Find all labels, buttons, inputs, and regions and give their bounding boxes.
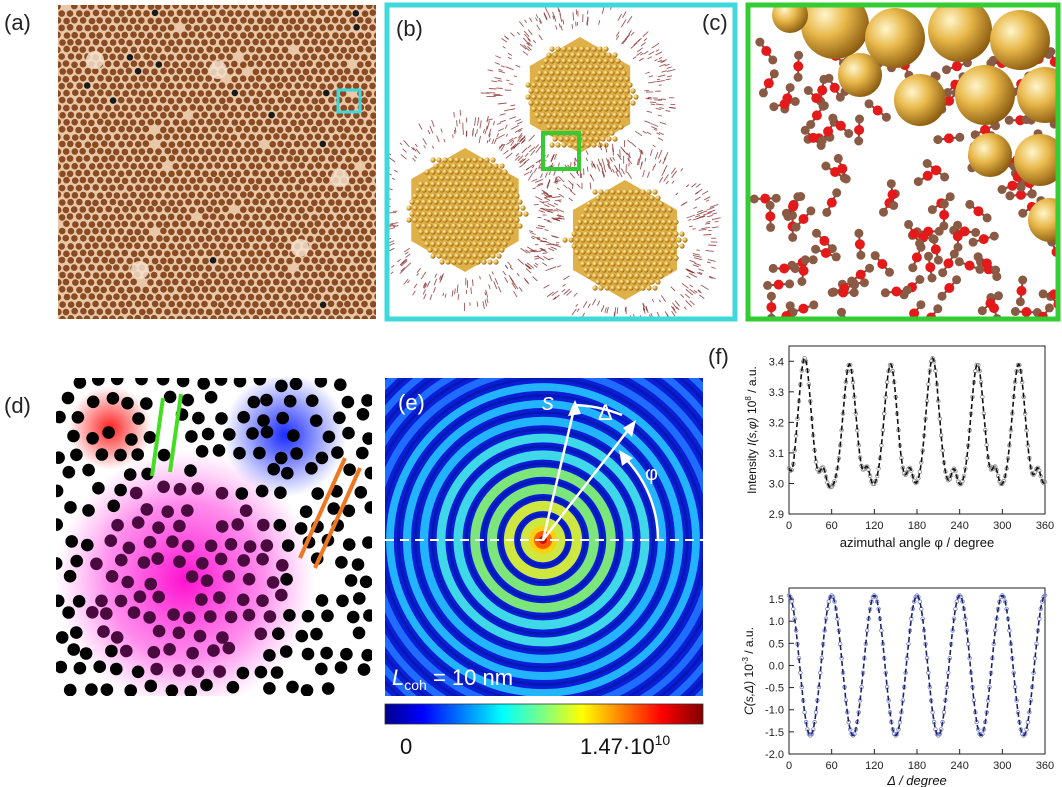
bottom-chart-ytick-label: -0.5 <box>765 683 784 695</box>
bottom-chart-data-point <box>917 599 922 604</box>
panel-e-s-label: s <box>542 389 554 416</box>
top-chart-ytick-label: 3.2 <box>769 417 784 429</box>
panel-e-label: (e) <box>398 390 425 415</box>
top-chart-ytick-label: 3.3 <box>769 387 784 399</box>
bottom-chart-data-point <box>1001 594 1006 600</box>
panel-b-green-marker <box>541 131 581 171</box>
bottom-chart-data-point <box>798 670 803 675</box>
bottom-chart-ytick-label: -2.0 <box>765 749 784 761</box>
bottom-chart-xtick-label: 180 <box>908 760 926 772</box>
bottom-chart-fit-line <box>788 594 1046 737</box>
bottom-chart-data-point <box>818 670 823 675</box>
top-chart-xtick-label: 120 <box>865 520 883 532</box>
panel-e-delta-arrow <box>542 424 633 541</box>
top-chart-xtick-label: 180 <box>908 520 926 532</box>
panel-f-label: (f) <box>708 344 729 369</box>
top-chart-ytick-label: 3.4 <box>769 356 784 368</box>
panel-b-cyan-frame <box>384 2 738 322</box>
top-chart-data-point <box>917 469 922 474</box>
bottom-chart-ytick-label: -1.0 <box>765 705 784 717</box>
panel-f-top-chart: 0 60 120 180 240 300 360 2.9 3.0 3.1 3.2 3.3 3.4 azim… <box>744 345 1054 550</box>
panel-e-s-arrowhead <box>568 400 581 416</box>
bottom-chart-data-point <box>873 594 878 600</box>
bottom-chart-ytick-label: 1.5 <box>769 594 784 606</box>
top-chart-xtick-label: 60 <box>826 520 838 532</box>
panel-e-colorbar-max: 1.47·1010 <box>580 732 670 759</box>
panel-d-green-line-1 <box>150 397 165 477</box>
top-chart-ytick-label: 2.9 <box>769 509 784 521</box>
panel-a-particles <box>58 5 376 319</box>
top-chart-plot-frame <box>788 345 1046 515</box>
top-chart-data-point <box>882 411 887 416</box>
panel-e-phi-label: φ <box>645 463 658 485</box>
bottom-chart-data-point <box>791 606 796 612</box>
top-chart-xtick-label: 0 <box>786 520 792 532</box>
bottom-chart-ylabel: C(s,Δ) 10-3 / a.u. <box>741 627 756 715</box>
panel-f-bottom-chart: 0 60 120 180 240 300 360 -2.0 -1.5 -1.0 -0.5 0.0 0.5… <box>741 587 1054 787</box>
panel-d-label: (d) <box>4 393 31 418</box>
panel-b-label: (b) <box>396 16 423 41</box>
bottom-chart-xtick-label: 0 <box>786 760 792 772</box>
bottom-chart-data-point <box>852 731 857 737</box>
bottom-chart-data-point <box>1042 593 1048 598</box>
panel-e: s Δ φ Lcoh = 10 nm (e) 0 1.47·1010 <box>384 378 704 759</box>
bottom-chart-ytick-label: 1.0 <box>769 616 784 628</box>
bottom-chart-data-point <box>966 641 971 647</box>
bottom-chart-data-point <box>802 710 807 715</box>
panel-d-green-line-2 <box>168 393 183 473</box>
bottom-chart-data-point <box>826 599 831 604</box>
panel-e-phi-arc <box>624 457 660 541</box>
panel-e-lcoh-text: Lcoh = 10 nm <box>392 665 513 693</box>
bottom-chart-ytick-label: -1.5 <box>765 727 784 739</box>
bottom-chart-xlabel: Δ / degree <box>886 773 947 787</box>
panel-a-label: (a) <box>4 10 31 35</box>
panel-c-green-frame <box>745 2 1061 322</box>
bottom-chart-data-point <box>879 628 884 633</box>
panel-e-phi-arrowhead <box>619 450 633 466</box>
panel-d-particles <box>56 378 372 696</box>
panel-d-orange-line-2 <box>313 467 362 569</box>
panel-e-delta-arrowhead <box>623 420 636 437</box>
panel-c: (c) <box>702 2 1061 322</box>
bottom-chart-data-point <box>980 731 985 737</box>
panel-c-label: (c) <box>702 10 728 35</box>
bottom-chart-xtick-label: 360 <box>1036 760 1054 772</box>
top-chart-xtick-label: 360 <box>1036 520 1054 532</box>
bottom-chart-xtick-label: 120 <box>865 760 883 772</box>
top-chart-fit-line <box>788 357 1046 489</box>
bottom-chart-ytick-label: 0.5 <box>769 638 784 650</box>
bottom-chart-xtick-label: 60 <box>826 760 838 772</box>
top-chart-data-point <box>980 394 985 400</box>
panel-d: (d) <box>4 378 372 696</box>
panel-e-delta-label: Δ <box>598 400 613 425</box>
panel-e-colorbar-min: 0 <box>400 734 412 759</box>
panel-a-cyan-marker <box>336 88 362 114</box>
top-chart-xtick-label: 240 <box>950 520 968 532</box>
top-chart-xtick-label: 300 <box>993 520 1011 532</box>
top-chart-data-series <box>786 356 1048 490</box>
panel-e-colorbar <box>384 703 704 725</box>
bottom-chart-data-point <box>953 606 958 612</box>
top-chart-ytick-label: 3.1 <box>769 448 784 460</box>
panel-a: (a) <box>4 5 376 319</box>
panel-e-delta-arc <box>572 403 623 417</box>
top-chart-ylabel: Intensity I(s,φ) 108 / a.u. <box>744 366 759 494</box>
top-chart-xlabel: azimuthal angle φ / degree <box>840 535 994 550</box>
panel-e-s-arrow <box>541 404 577 541</box>
top-chart-data-point <box>964 456 969 461</box>
top-chart-ytick-label: 3.0 <box>769 478 784 490</box>
panel-d-orange-line-1 <box>298 457 347 559</box>
bottom-chart-data-point <box>941 710 947 715</box>
panel-c-ligand-structure <box>749 5 1058 319</box>
panel-b: (b) <box>384 2 738 322</box>
bottom-chart-xtick-label: 240 <box>950 760 968 772</box>
panel-f: (f) 0 60 120 180 240 300 360 2.9 3.0 3.1 3.2 3.3 3.4… <box>708 344 1054 787</box>
bottom-chart-ytick-label: 0.0 <box>769 660 784 672</box>
bottom-chart-xtick-label: 300 <box>993 760 1011 772</box>
